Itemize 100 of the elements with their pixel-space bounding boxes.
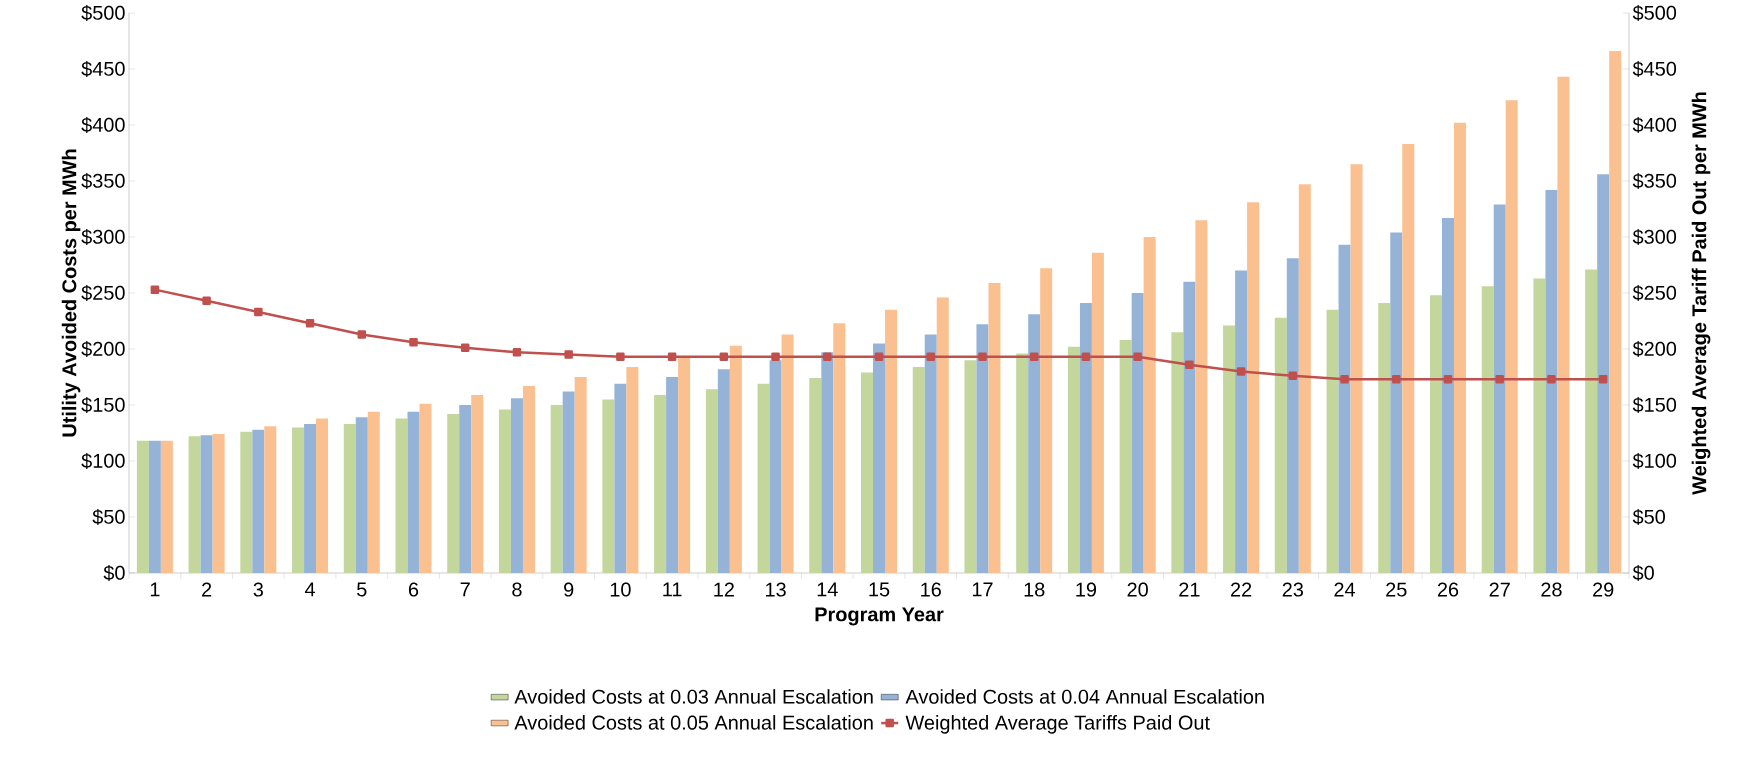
bar	[614, 383, 627, 573]
x-tick-label: 12	[714, 582, 734, 597]
bar	[419, 403, 432, 573]
bar	[252, 429, 265, 573]
bar	[861, 372, 874, 573]
bar	[821, 352, 834, 573]
bar	[626, 366, 639, 573]
point	[1443, 374, 1453, 384]
point	[564, 350, 573, 359]
point	[1185, 360, 1194, 369]
bar	[459, 404, 472, 573]
bar	[1040, 268, 1053, 573]
y2-tick-label: $300	[1632, 228, 1677, 246]
bar	[395, 418, 408, 573]
y-tick-label: $150	[81, 396, 125, 414]
x-tick-label: 17	[972, 582, 993, 597]
x-tick-label: 29	[1593, 582, 1614, 597]
x-tick-label: 9	[564, 582, 574, 597]
bar	[471, 394, 484, 573]
bar	[1143, 236, 1156, 573]
y2-tick-label: $450	[1632, 60, 1677, 78]
x-axis-title: Program Year	[815, 607, 944, 626]
x-tick-label: 13	[766, 582, 786, 597]
bar	[1274, 317, 1287, 573]
y-tick-label: $250	[81, 284, 125, 302]
x-tick-label: 8	[512, 582, 522, 597]
bar	[1402, 144, 1415, 573]
x-tick-label: 6	[408, 582, 419, 597]
y2-tick-label: $50	[1632, 508, 1665, 526]
x-tick-label: 15	[869, 582, 890, 597]
point	[926, 352, 935, 362]
bar	[654, 394, 667, 573]
point	[254, 307, 263, 317]
point	[1547, 374, 1556, 384]
x-tick-label: 4	[304, 582, 316, 597]
point	[1133, 352, 1142, 362]
bar	[885, 309, 898, 573]
x-tick-label: 11	[663, 582, 682, 597]
bar	[1505, 100, 1518, 573]
point	[1288, 371, 1298, 381]
y-axis-title: Utility Avoided Costs per MWh	[61, 149, 81, 437]
y2-tick-label: $100	[1632, 452, 1677, 470]
bar	[1585, 269, 1598, 573]
bar	[936, 297, 949, 573]
bar	[924, 334, 937, 573]
point	[150, 285, 160, 294]
bar	[1350, 164, 1363, 573]
y2-tick-label: $350	[1632, 172, 1677, 190]
bar	[510, 398, 523, 573]
bar	[729, 345, 742, 573]
bar	[1429, 295, 1442, 573]
point	[823, 352, 832, 362]
point	[357, 330, 367, 339]
legend-label: Avoided Costs at 0.03 Annual Escalation	[514, 689, 873, 704]
bar	[407, 411, 420, 573]
x-tick-label: 14	[817, 582, 838, 597]
point	[1598, 374, 1608, 384]
bar	[304, 424, 317, 573]
point	[1340, 374, 1349, 384]
bar	[705, 389, 718, 573]
bar	[1235, 270, 1248, 573]
y-tick-label: $50	[92, 508, 125, 526]
bar	[1298, 184, 1311, 573]
x-tick-label: 1	[150, 582, 160, 597]
point	[1029, 352, 1039, 362]
point	[771, 352, 780, 362]
x-tick-label: 10	[610, 582, 631, 597]
bar	[550, 404, 563, 573]
x-tick-label: 19	[1076, 582, 1097, 597]
bar	[522, 385, 535, 573]
bar	[212, 434, 225, 573]
point	[1236, 367, 1246, 376]
bar	[1441, 217, 1454, 573]
y2-tick-label: $200	[1632, 340, 1677, 358]
x-tick-label: 25	[1386, 582, 1407, 597]
bar	[678, 356, 691, 573]
bar	[1286, 258, 1299, 573]
y-tick-label: $500	[81, 4, 125, 22]
bar	[757, 383, 770, 573]
y2-tick-label: $400	[1632, 116, 1677, 134]
x-tick-label: 5	[357, 582, 367, 597]
bar	[136, 440, 149, 573]
bar	[1453, 122, 1466, 573]
bar	[1223, 325, 1236, 573]
x-tick-label: 23	[1282, 582, 1304, 597]
bar	[1091, 252, 1104, 573]
x-tick-label: 26	[1437, 582, 1459, 597]
x-tick-label: 22	[1231, 582, 1252, 597]
bar	[1338, 244, 1351, 573]
bar	[666, 376, 679, 573]
x-tick-label: 28	[1541, 582, 1562, 597]
point	[978, 352, 987, 362]
y2-tick-label: $500	[1632, 4, 1677, 22]
y2-tick-label: $150	[1632, 396, 1677, 414]
bar	[717, 369, 730, 573]
y-tick-label: $0	[103, 564, 125, 582]
y-tick-label: $350	[81, 172, 125, 190]
bar	[1326, 309, 1339, 573]
bar	[574, 376, 587, 573]
bar	[1131, 292, 1144, 573]
